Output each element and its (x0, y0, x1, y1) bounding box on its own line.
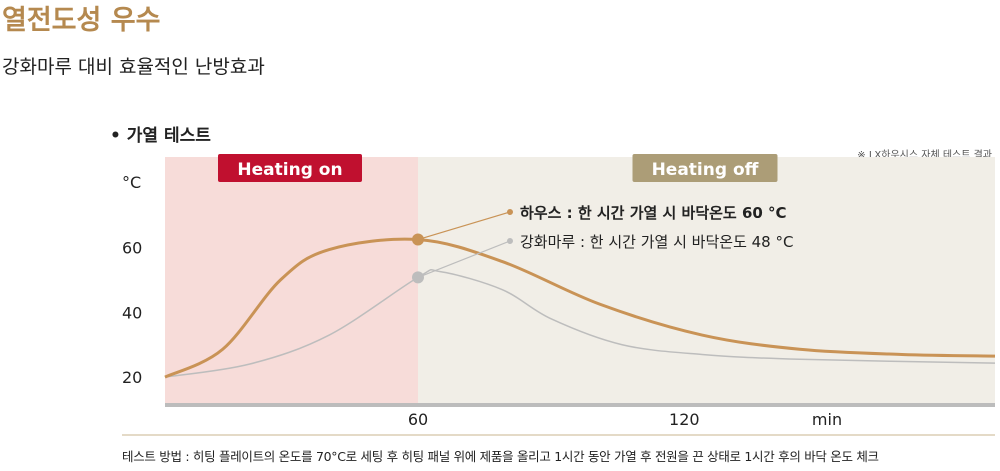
region-badge (218, 154, 362, 182)
callout-dot (507, 238, 513, 244)
x-axis-unit: min (812, 410, 842, 429)
callout-line (417, 211, 511, 241)
series-label-laminate: 강화마루 : 한 시간 가열 시 바닥온도 48 °C (520, 233, 793, 251)
y-tick-label: 60 (122, 239, 142, 258)
region-badge (632, 154, 778, 182)
page-subtitle: 강화마루 대비 효율적인 난방효과 (2, 56, 265, 78)
y-axis-unit: °C (122, 173, 141, 192)
x-axis-line (165, 403, 995, 407)
series-line-house (164, 237, 996, 379)
series-marker-house (411, 233, 424, 246)
callout-line (417, 240, 511, 278)
x-tick-label: 120 (669, 410, 700, 429)
series-marker-laminate (411, 271, 424, 284)
source-note: ※ LX하우시스 자체 테스트 결과 (857, 150, 992, 161)
series-label-house: 하우스 : 한 시간 가열 시 바닥온도 60 °C (520, 204, 787, 222)
callout-dot (507, 209, 513, 215)
region-heating-on (165, 157, 418, 403)
region-heating-off (417, 157, 996, 403)
series-line-laminate (164, 268, 996, 378)
region-label: Heating on (237, 160, 342, 180)
y-tick-label: 20 (122, 368, 142, 387)
x-tick-label: 60 (408, 410, 428, 429)
section-heading: • 가열 테스트 (110, 126, 211, 146)
page-title: 열전도성 우수 (2, 5, 161, 36)
test-method-footnote: 테스트 방법 : 히팅 플레이트의 온도를 70°C로 세팅 후 히팅 패널 위… (122, 449, 879, 464)
y-tick-label: 40 (122, 303, 142, 322)
region-label: Heating off (652, 160, 759, 180)
